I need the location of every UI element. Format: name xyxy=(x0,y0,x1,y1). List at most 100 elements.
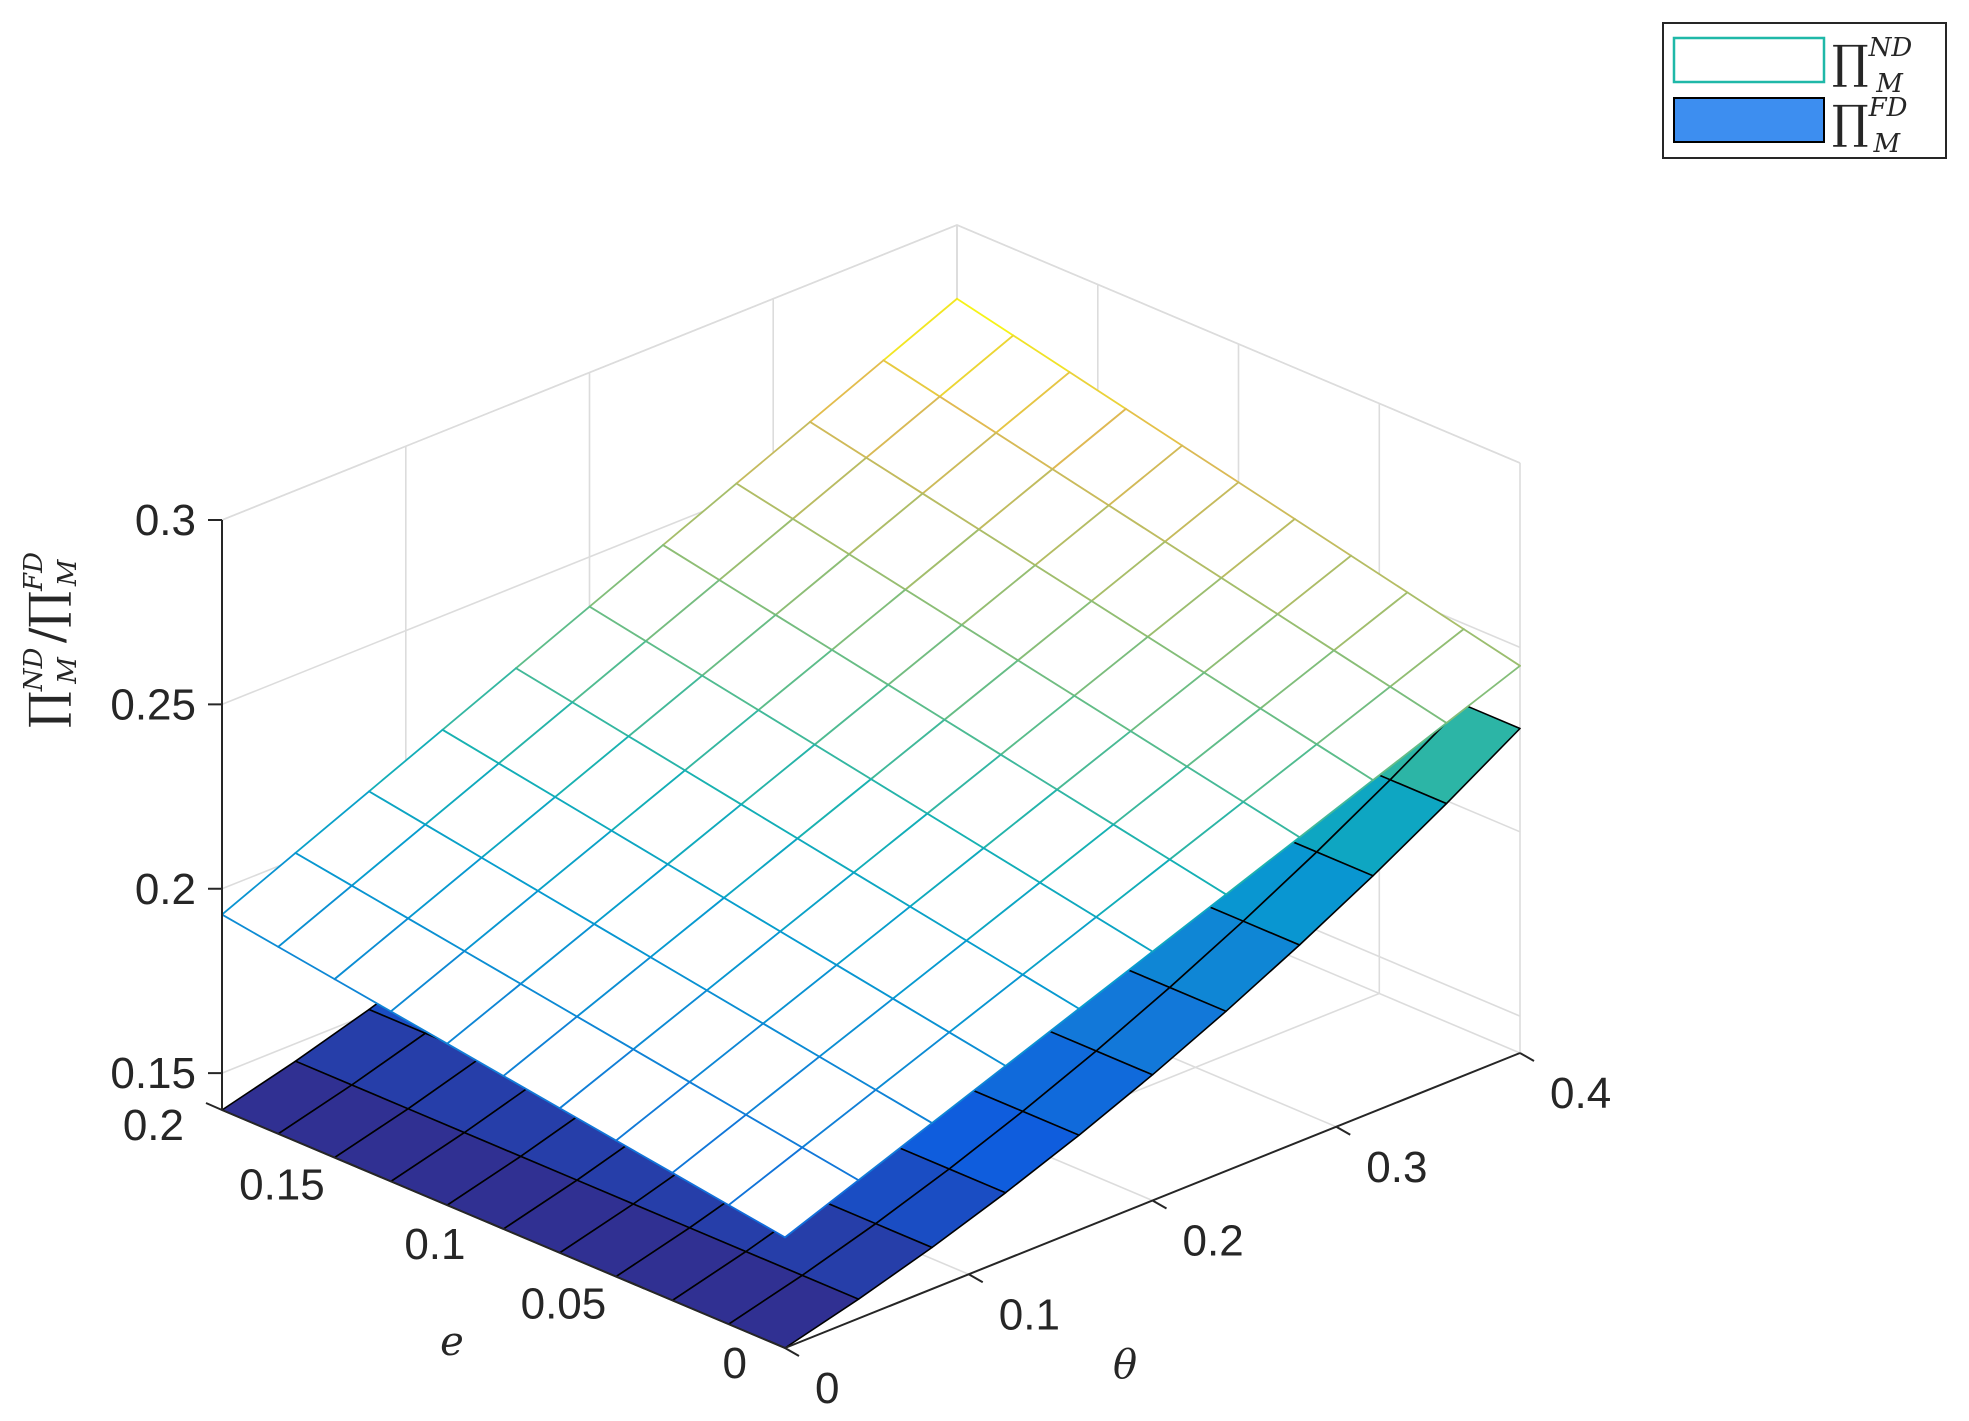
nd-cell-fill-0-5 xyxy=(447,983,577,1076)
nd-cell-fill-0-2 xyxy=(616,1082,746,1173)
nd-cell-edge-5-7-1 xyxy=(774,614,833,651)
nd-cell-fill-2-1 xyxy=(819,998,950,1090)
nd-cell-edge-8-0-2 xyxy=(1315,685,1392,746)
nd-cell-fill-1-8 xyxy=(351,824,482,919)
nd-cell-edge-3-4-2 xyxy=(723,837,799,899)
nd-cell-edge-9-3-1 xyxy=(1293,518,1352,557)
legend-swatch-fd xyxy=(1673,97,1825,143)
nd-cell-edge-6-3-1 xyxy=(1073,694,1132,733)
nd-cell-edge-6-8-2 xyxy=(718,517,794,581)
nd-cell-edge-1-7-2 xyxy=(407,856,483,920)
nd-cell-edge-0-2-2 xyxy=(615,1081,691,1142)
nd-cell-edge-1-2-1 xyxy=(762,1022,821,1058)
nd-cell-edge-7-0-0 xyxy=(1298,779,1374,839)
nd-cell-edge-7-5-1 xyxy=(1034,564,1093,602)
nd-cell-edge-7-9-2 xyxy=(735,421,811,485)
nd-cell-edge-3-6-2 xyxy=(610,769,686,832)
z-tick-label-1: 0.2 xyxy=(135,865,196,914)
nd-cell-edge-0-3-3 xyxy=(558,1107,617,1142)
nd-cell-edge-7-3-1 xyxy=(1146,635,1205,674)
nd-cell-edge-0-9-1 xyxy=(294,852,353,887)
nd-cell-edge-0-9-2 xyxy=(221,852,297,916)
nd-cell-edge-2-7-1 xyxy=(554,796,613,832)
nd-cell-edge-2-5-1 xyxy=(666,863,725,899)
nd-cell-edge-0-7-2 xyxy=(333,917,410,981)
nd-cell-edge-2-8-1 xyxy=(497,762,556,798)
nd-cell-edge-7-1-2 xyxy=(1186,707,1262,768)
nd-cell-edge-3-4-1 xyxy=(796,837,855,874)
y-tick-2 xyxy=(487,1221,504,1230)
nd-cell-edge-0-5-2 xyxy=(446,982,522,1045)
nd-cell-fill-1-7 xyxy=(408,857,538,952)
x-tick-label-4: 0.4 xyxy=(1550,1069,1611,1118)
nd-cell-fill-2-2 xyxy=(763,965,893,1057)
nd-cell-edge-3-7-2 xyxy=(554,735,630,798)
nd-cell-edge-8-4-1 xyxy=(1164,540,1223,579)
nd-cell-edge-9-7-1 xyxy=(1068,371,1127,410)
nd-cell-edge-2-0-0 xyxy=(931,1065,1007,1124)
nd-cell-fill-6-1 xyxy=(1113,766,1244,860)
nd-cell-fill-5-4 xyxy=(871,719,1001,814)
nd-cell-edge-4-5-1 xyxy=(813,743,872,781)
nd-cell-fill-9-2 xyxy=(1277,555,1408,651)
nd-cell-edge-1-7-1 xyxy=(480,856,539,892)
nd-cell-edge-6-7-2 xyxy=(774,553,850,616)
nd-cell-fill-3-5 xyxy=(667,804,798,898)
nd-cell-edge-0-0-1 xyxy=(801,1146,860,1182)
nd-cell-edge-1-3-1 xyxy=(705,989,764,1025)
nd-cell-edge-0-7-1 xyxy=(407,917,466,953)
nd-cell-edge-2-1-1 xyxy=(892,997,951,1034)
nd-cell-edge-2-5-2 xyxy=(593,863,669,925)
nd-cell-fill-8-2 xyxy=(1204,614,1334,709)
nd-cell-edge-2-7-2 xyxy=(480,796,556,859)
nd-cell-edge-4-0-2 xyxy=(1021,916,1098,976)
nd-cell-edge-1-0-0 xyxy=(857,1122,933,1182)
legend-swatch-nd xyxy=(1672,36,1826,84)
nd-cell-edge-5-3-1 xyxy=(999,753,1058,791)
nd-cell-edge-9-5-2 xyxy=(1107,444,1184,507)
nd-cell-edge-6-4-2 xyxy=(943,659,1019,721)
nd-cell-edge-7-0-1 xyxy=(1315,743,1374,782)
y-tick-label-1: 0.05 xyxy=(521,1280,607,1329)
nd-cell-edge-7-2-2 xyxy=(1129,671,1205,733)
nd-cell-edge-8-5-2 xyxy=(1034,504,1110,567)
nd-cell-edge-7-0-2 xyxy=(1242,743,1318,803)
nd-cell-fill-5-3 xyxy=(927,754,1058,849)
nd-cell-fill-1-0 xyxy=(802,1089,932,1181)
nd-cell-edge-8-6-2 xyxy=(978,468,1054,531)
nd-cell-edge-5-3-2 xyxy=(926,753,1002,815)
nd-cell-edge-0-1-3 xyxy=(671,1171,730,1206)
nd-cell-fill-4-6 xyxy=(684,710,815,805)
nd-cell-fill-8-1 xyxy=(1260,650,1391,745)
nd-cell-edge-4-1-1 xyxy=(1039,881,1098,918)
nd-cell-fill-3-2 xyxy=(836,906,967,999)
nd-cell-edge-7-5-2 xyxy=(960,564,1037,626)
nd-cell-edge-3-5-1 xyxy=(740,803,799,840)
nd-cell-fill-4-0 xyxy=(1022,917,1153,1009)
nd-cell-edge-7-9-1 xyxy=(809,421,868,459)
svg-text:∏NDM/∏FDM: ∏ND M/∏FD M xyxy=(19,552,83,728)
nd-cell-edge-6-1-1 xyxy=(1186,765,1245,803)
nd-cell-edge-4-7-1 xyxy=(701,674,760,712)
nd-cell-fill-8-3 xyxy=(1147,577,1278,673)
nd-cell-edge-3-7-1 xyxy=(627,735,686,772)
nd-cell-edge-2-2-1 xyxy=(835,964,894,1000)
nd-cell-edge-5-0-1 xyxy=(1168,858,1227,896)
nd-cell-edge-7-3-2 xyxy=(1073,635,1149,697)
y-tick-label-4: 0.2 xyxy=(123,1101,184,1150)
nd-cell-edge-7-6-2 xyxy=(904,528,980,591)
nd-cell-edge-0-0-2 xyxy=(727,1146,804,1206)
nd-cell-edge-7-6-1 xyxy=(978,528,1037,567)
nd-cell-edge-1-5-2 xyxy=(519,923,596,985)
nd-cell-edge-7-1-1 xyxy=(1259,707,1318,746)
nd-cell-fill-2-3 xyxy=(706,931,837,1024)
nd-cell-fill-0-0 xyxy=(728,1147,859,1238)
nd-cell-edge-3-3-1 xyxy=(852,871,911,908)
series-nd-surface xyxy=(221,297,1521,1239)
nd-cell-edge-0-1-2 xyxy=(671,1113,747,1174)
nd-cell-edge-5-6-2 xyxy=(757,648,833,712)
nd-cell-fill-2-9 xyxy=(369,729,499,825)
nd-cell-edge-0-3-2 xyxy=(558,1048,635,1110)
nd-cell-edge-8-3-2 xyxy=(1146,577,1223,638)
nd-cell-edge-4-9-2 xyxy=(515,605,591,670)
